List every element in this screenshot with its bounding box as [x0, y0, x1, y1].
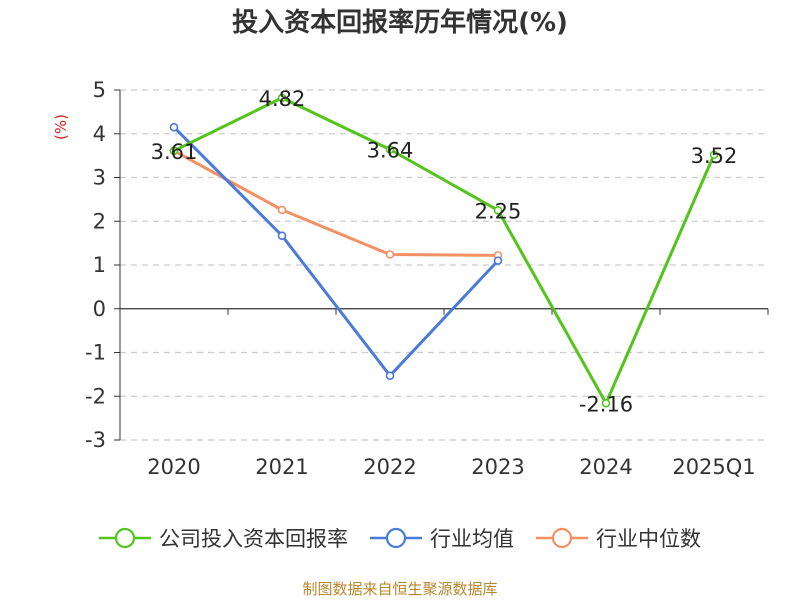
- data-point: [277, 205, 287, 215]
- legend-marker-icon: [99, 527, 151, 549]
- y-tick-label: -1: [85, 341, 106, 365]
- data-point: [385, 371, 395, 380]
- data-point: [493, 206, 503, 215]
- data-point: [169, 122, 179, 132]
- data-label: 4.82: [259, 87, 306, 111]
- source-note: 制图数据来自恒生聚源数据库: [302, 580, 498, 598]
- data-point: [169, 146, 179, 156]
- y-tick-label: 0: [93, 297, 106, 321]
- chart-title: 投入资本回报率历年情况(%): [232, 8, 568, 38]
- legend-item[interactable]: 公司投入资本回报率: [99, 523, 348, 553]
- data-point: [709, 150, 719, 160]
- x-tick-label: 2021: [255, 455, 308, 479]
- y-tick-label: 4: [93, 122, 106, 146]
- x-tick-label: 2022: [363, 455, 416, 479]
- legend-item[interactable]: 行业中位数: [536, 523, 701, 553]
- y-axis-unit-label: (%): [52, 114, 70, 140]
- data-point: [277, 93, 287, 103]
- x-tick-label: 2020: [147, 455, 200, 479]
- axes: 5 4 3 2 1 0 -1 -2 -3 2020 2021 2022 2023 2024 2025Q1: [85, 78, 769, 479]
- data-point: [277, 231, 287, 240]
- x-tick-label: 2023: [471, 455, 524, 479]
- y-tick-label: 5: [93, 78, 106, 102]
- series-line: [173, 149, 499, 257]
- legend-label: 公司投入资本回报率: [159, 527, 348, 551]
- data-label: 3.52: [691, 144, 738, 168]
- legend-circle: [114, 527, 136, 549]
- data-label: 2.25: [475, 199, 522, 223]
- legend-circle: [551, 527, 573, 549]
- data-point: [385, 145, 395, 154]
- y-tick-label: 1: [93, 253, 106, 277]
- series-line: [172, 126, 500, 378]
- data-labels: 3.61 4.82 3.64 2.25 -2.16 3.52: [151, 87, 738, 416]
- data-point: [385, 250, 395, 259]
- y-tick-label: 2: [93, 209, 106, 233]
- legend-circle: [385, 527, 407, 549]
- x-tick-label: 2024: [579, 455, 632, 479]
- y-tick-label: -2: [85, 384, 106, 408]
- legend-item[interactable]: 行业均值: [370, 523, 514, 553]
- y-tick-label: 3: [93, 166, 106, 190]
- legend: 公司投入资本回报率 行业均值 行业中位数: [0, 518, 800, 558]
- series-line: [173, 96, 716, 405]
- data-label: 3.64: [367, 139, 414, 163]
- data-label: -2.16: [579, 392, 633, 416]
- data-point: [493, 256, 503, 265]
- data-label: 3.61: [151, 140, 198, 164]
- grid-lines: [120, 89, 768, 441]
- legend-label: 行业均值: [430, 527, 514, 551]
- legend-marker-icon: [370, 527, 422, 549]
- series: [169, 93, 719, 408]
- y-tick-label: -3: [85, 428, 106, 452]
- data-point: [601, 398, 611, 408]
- legend-label: 行业中位数: [596, 527, 701, 551]
- x-tick-label: 2025Q1: [672, 455, 755, 479]
- legend-marker-icon: [536, 527, 588, 549]
